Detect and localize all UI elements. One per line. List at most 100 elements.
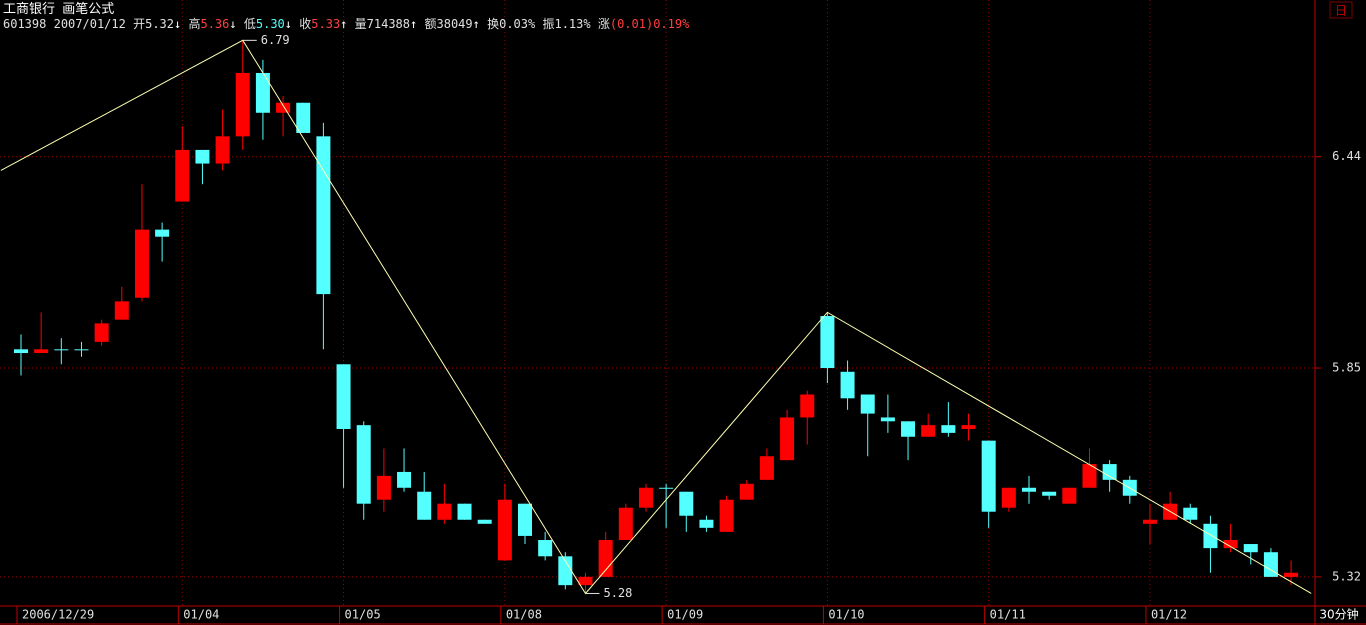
- candle-body: [215, 136, 230, 164]
- candle-body: [739, 483, 754, 500]
- candle-body: [276, 102, 291, 113]
- field-arrow: ↓: [229, 17, 237, 31]
- field-name: 换: [487, 17, 500, 31]
- x-tick-label: 2006/12/29: [22, 608, 94, 622]
- field-value: 0.03%: [499, 17, 536, 31]
- candle-body: [336, 364, 351, 430]
- pen-label: 5.28: [603, 586, 632, 600]
- field-arrow: ↑: [410, 17, 418, 31]
- candle-body: [598, 539, 613, 577]
- candle-body: [538, 539, 553, 557]
- candle-body: [477, 519, 492, 524]
- candle-body: [1203, 523, 1218, 549]
- field-value: 5.30: [255, 17, 285, 31]
- candle-body: [921, 425, 936, 437]
- candle-body: [437, 503, 452, 520]
- candle-body: [840, 371, 855, 399]
- field-value: 714388: [366, 17, 411, 31]
- x-tick-label: 01/10: [828, 608, 864, 622]
- x-tick-label: 01/11: [990, 608, 1026, 622]
- field-name: 涨: [597, 17, 610, 31]
- field-value: 38049: [436, 17, 473, 31]
- candle-body: [1243, 544, 1258, 553]
- x-tick-label: 01/09: [667, 608, 703, 622]
- stock-code: 601398: [3, 17, 47, 31]
- candle-body: [94, 323, 109, 342]
- candle-body: [296, 102, 311, 133]
- field-value: 5.33: [311, 17, 341, 31]
- candle-body: [1022, 487, 1036, 492]
- candle-body: [316, 136, 331, 295]
- y-tick-label: 5.85: [1332, 361, 1361, 375]
- field-value: 5.36: [200, 17, 230, 31]
- field-name: 高: [188, 17, 201, 31]
- candle-body: [558, 556, 573, 586]
- candle-body: [54, 349, 69, 351]
- y-tick-label: 6.44: [1332, 149, 1361, 163]
- candle-body: [1284, 572, 1299, 577]
- candle-body: [134, 229, 149, 298]
- candle-body: [518, 503, 532, 536]
- candle-body: [618, 507, 633, 540]
- header: 工商银行 画笔公式 601398 2007/01/12 开5.32↓ 高5.36…: [3, 2, 697, 32]
- corner-box: [1329, 1, 1353, 19]
- candle-body: [1082, 464, 1097, 488]
- field-value: 1.13%: [554, 17, 591, 31]
- pen-label: 6.79: [261, 33, 290, 47]
- y-tick-label: 5.32: [1332, 569, 1361, 583]
- candle-body: [699, 519, 714, 528]
- field-name: 开: [133, 17, 146, 31]
- candle-body: [961, 425, 976, 430]
- bar-date: 2007/01/12: [53, 17, 126, 31]
- candle-body: [880, 417, 895, 422]
- candle-body: [417, 491, 432, 520]
- candle-body: [780, 417, 795, 461]
- field-value: 5.32: [145, 17, 174, 31]
- field-arrow: ↑: [340, 17, 348, 31]
- candle-body: [376, 475, 391, 500]
- candle-body: [1001, 487, 1016, 508]
- candle-body: [175, 149, 190, 202]
- x-tick-label: 01/04: [183, 608, 219, 622]
- period-label: 30分钟: [1319, 607, 1358, 622]
- field-arrow: ↓: [284, 17, 293, 31]
- candle-body: [679, 491, 694, 516]
- candle-body: [719, 499, 734, 532]
- candle-body: [820, 316, 835, 369]
- candle-body: [195, 149, 210, 164]
- candle-body: [1142, 519, 1157, 524]
- field-arrow: ↓: [174, 17, 182, 31]
- candle-body: [155, 229, 170, 237]
- candle-body: [14, 349, 28, 354]
- candle-body: [74, 349, 89, 351]
- candle-body: [759, 456, 774, 480]
- candle-body: [659, 487, 674, 489]
- field-value: (0.01)0.19%: [609, 17, 690, 31]
- field-name: 量: [354, 17, 367, 31]
- candle-body: [497, 499, 512, 561]
- field-arrow: ↑: [472, 17, 480, 31]
- candle-body: [800, 394, 815, 418]
- candle-body: [1223, 539, 1238, 549]
- candle-body: [397, 471, 412, 488]
- candle-body: [578, 576, 593, 586]
- x-tick-label: 01/12: [1151, 608, 1187, 622]
- candle-body: [1263, 552, 1278, 577]
- candle-body: [1183, 507, 1198, 520]
- candle-body: [34, 349, 49, 354]
- candle-body: [941, 425, 956, 433]
- x-tick-label: 01/05: [345, 608, 381, 622]
- field-name: 振: [542, 17, 555, 31]
- stock-name: 工商银行: [3, 2, 56, 17]
- field-name: 额: [424, 17, 437, 31]
- candle-body: [356, 425, 371, 504]
- field-name: 低: [243, 17, 256, 31]
- candle-body: [457, 503, 472, 520]
- x-tick-label: 01/08: [506, 608, 542, 622]
- candle-body: [1102, 464, 1117, 480]
- candle-body: [901, 421, 916, 437]
- info-line: 601398 2007/01/12 开5.32↓ 高5.36↓ 低5.30↓ 收…: [3, 17, 697, 32]
- candle-body: [860, 394, 875, 414]
